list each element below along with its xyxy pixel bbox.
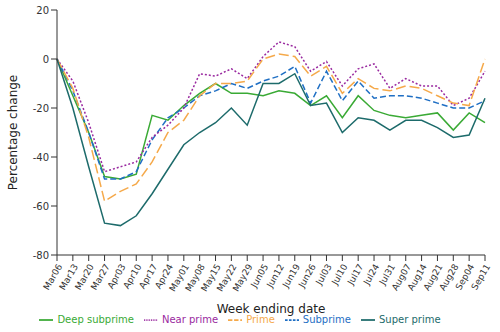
svg-text:Jun12: Jun12 bbox=[264, 262, 287, 290]
svg-text:Mar06: Mar06 bbox=[41, 262, 65, 292]
html-text:Prime: Prime bbox=[246, 314, 275, 325]
svg-text:Jun26: Jun26 bbox=[296, 262, 318, 290]
svg-text:-20: -20 bbox=[33, 103, 49, 114]
svg-text:Apr10: Apr10 bbox=[121, 262, 144, 291]
svg-text:Week ending date: Week ending date bbox=[217, 302, 326, 316]
svg-text:Sep11: Sep11 bbox=[469, 262, 492, 292]
svg-text:Apr24: Apr24 bbox=[153, 262, 176, 291]
svg-text:May29: May29 bbox=[231, 262, 255, 293]
html-text:Deep subprime: Deep subprime bbox=[57, 314, 134, 325]
svg-text:Apr03: Apr03 bbox=[105, 262, 128, 291]
svg-text:Jun19: Jun19 bbox=[280, 262, 302, 290]
svg-text:Jul10: Jul10 bbox=[329, 262, 349, 287]
svg-text:May08: May08 bbox=[183, 262, 207, 294]
svg-text:Jul31: Jul31 bbox=[377, 262, 398, 287]
svg-text:Mar27: Mar27 bbox=[88, 262, 112, 292]
svg-text:-80: -80 bbox=[33, 250, 49, 261]
svg-text:Apr17: Apr17 bbox=[137, 262, 160, 291]
svg-text:Aug14: Aug14 bbox=[405, 262, 429, 293]
svg-text:-40: -40 bbox=[33, 152, 49, 163]
html-text:Subprime: Subprime bbox=[302, 314, 351, 325]
svg-text:Mar13: Mar13 bbox=[57, 262, 81, 292]
svg-text:Percentage change: Percentage change bbox=[8, 75, 20, 190]
svg-text:May22: May22 bbox=[214, 262, 239, 294]
svg-text:May15: May15 bbox=[199, 262, 223, 294]
svg-text:0: 0 bbox=[43, 54, 49, 65]
svg-text:Jul17: Jul17 bbox=[345, 262, 365, 287]
svg-text:Jun05: Jun05 bbox=[248, 262, 271, 290]
html-text:Super prime: Super prime bbox=[379, 314, 441, 325]
svg-text:Aug07: Aug07 bbox=[389, 262, 413, 293]
svg-text:Aug28: Aug28 bbox=[437, 262, 461, 293]
svg-text:Aug21: Aug21 bbox=[421, 262, 445, 293]
svg-text:Mar20: Mar20 bbox=[73, 262, 96, 292]
svg-text:20: 20 bbox=[36, 5, 49, 16]
svg-text:-60: -60 bbox=[33, 201, 49, 212]
svg-text:Sep04: Sep04 bbox=[453, 262, 477, 292]
html-text:Near prime: Near prime bbox=[162, 314, 219, 325]
svg-text:Jul03: Jul03 bbox=[313, 262, 333, 287]
svg-text:Jul24: Jul24 bbox=[361, 262, 381, 287]
svg-text:May01: May01 bbox=[167, 262, 192, 294]
